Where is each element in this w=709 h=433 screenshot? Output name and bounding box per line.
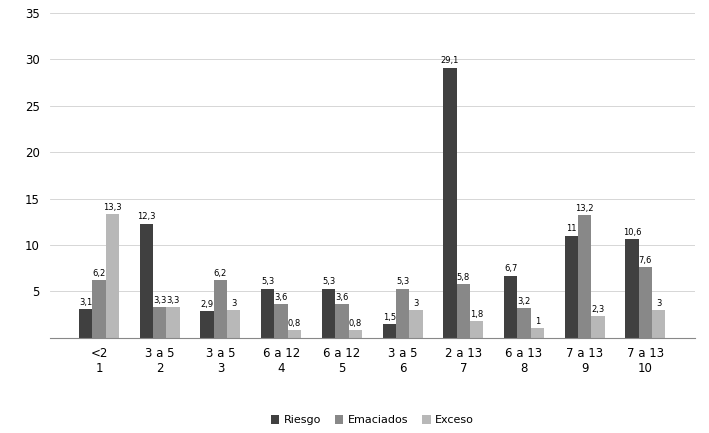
Text: 3,3: 3,3	[167, 296, 180, 305]
Bar	[274, 304, 288, 338]
Text: 3,1: 3,1	[79, 297, 92, 307]
Bar	[79, 309, 92, 338]
Bar	[639, 267, 652, 338]
Bar	[518, 308, 531, 338]
Text: 5,3: 5,3	[396, 277, 409, 286]
Text: 3,3: 3,3	[153, 296, 167, 305]
Bar	[443, 68, 457, 338]
Text: 13,2: 13,2	[576, 204, 594, 213]
Bar	[288, 330, 301, 338]
Bar	[504, 275, 518, 338]
Text: 6,7: 6,7	[504, 264, 518, 273]
Bar	[564, 236, 578, 338]
Bar	[213, 280, 227, 338]
Text: 6,2: 6,2	[214, 269, 227, 278]
Bar	[591, 317, 605, 338]
Text: 3,2: 3,2	[518, 297, 530, 306]
Bar	[578, 215, 591, 338]
Bar	[383, 324, 396, 338]
Bar	[652, 310, 666, 338]
Text: 2,9: 2,9	[201, 300, 213, 308]
Bar	[322, 288, 335, 338]
Bar	[92, 280, 106, 338]
Bar	[261, 288, 274, 338]
Bar	[625, 239, 639, 338]
Text: 1,5: 1,5	[383, 313, 396, 321]
Text: 3: 3	[656, 299, 661, 307]
Text: 6,2: 6,2	[92, 269, 106, 278]
Text: 5,3: 5,3	[261, 277, 274, 286]
Bar	[396, 288, 409, 338]
Text: 7,6: 7,6	[639, 256, 652, 265]
Text: 3,6: 3,6	[274, 293, 288, 302]
Text: 5,3: 5,3	[322, 277, 335, 286]
Text: 3,6: 3,6	[335, 293, 349, 302]
Bar	[335, 304, 349, 338]
Text: 0,8: 0,8	[349, 319, 362, 328]
Text: 11: 11	[566, 224, 576, 233]
Bar	[227, 310, 240, 338]
Bar	[153, 307, 167, 338]
Bar	[349, 330, 362, 338]
Text: 2,3: 2,3	[591, 305, 605, 314]
Bar	[201, 311, 213, 338]
Text: 29,1: 29,1	[441, 56, 459, 65]
Text: 13,3: 13,3	[103, 203, 122, 212]
Bar	[531, 329, 544, 338]
Text: 0,8: 0,8	[288, 319, 301, 328]
Text: 12,3: 12,3	[137, 212, 155, 221]
Bar	[470, 321, 484, 338]
Text: 3: 3	[413, 299, 418, 307]
Text: 5,8: 5,8	[457, 273, 470, 281]
Bar	[140, 223, 153, 338]
Bar	[457, 284, 470, 338]
Text: 10,6: 10,6	[623, 228, 642, 237]
Bar	[167, 307, 180, 338]
Text: 3: 3	[231, 299, 237, 307]
Text: 1: 1	[535, 317, 540, 326]
Bar	[106, 214, 119, 338]
Text: 1,8: 1,8	[470, 310, 484, 319]
Bar	[409, 310, 423, 338]
Legend: Riesgo, Emaciados, Exceso: Riesgo, Emaciados, Exceso	[266, 410, 479, 430]
